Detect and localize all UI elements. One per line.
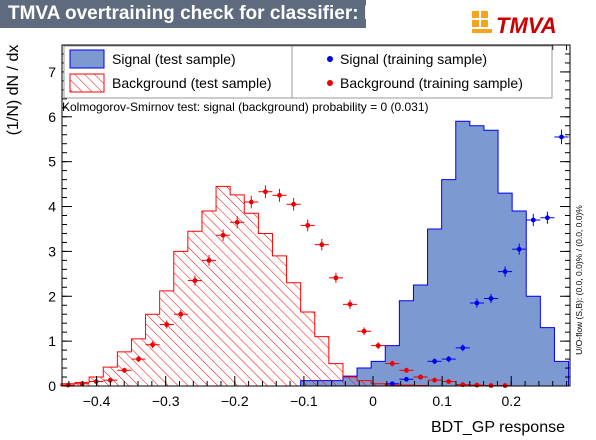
x-axis-label: BDT_GP response (431, 419, 565, 436)
plot-title: TMVA overtraining check for classifier: … (0, 0, 441, 28)
background-training-point (319, 242, 325, 248)
y-tick-label: 4 (48, 199, 56, 215)
x-tick-label: −0.4 (83, 393, 111, 409)
logo-square-2 (481, 11, 488, 18)
legend-signal-train-marker (327, 56, 333, 62)
signal-training-point (474, 300, 480, 306)
signal-training-point (460, 345, 466, 351)
x-tick-label: 0.1 (432, 393, 452, 409)
signal-training-point (530, 217, 536, 223)
x-tick-label: −0.1 (290, 393, 318, 409)
y-tick-label: 3 (48, 243, 56, 259)
background-training-point (277, 192, 282, 198)
background-training-point (432, 377, 438, 383)
x-tick-label: 0.2 (502, 393, 522, 409)
legend-signal-test-swatch (69, 49, 105, 69)
background-training-point (234, 219, 240, 225)
overflow-note: U/O-flow (S,B): (0.0, 0.0)% / (0.0, 0.0)… (574, 205, 584, 355)
background-training-point (404, 367, 409, 373)
y-axis-label: (1/N) dN / dx (5, 45, 22, 136)
signal-training-point (544, 215, 550, 221)
ks-test-annotation: Kolmogorov-Smirnov test: signal (backgro… (62, 100, 429, 114)
legend-signal-train-label: Signal (training sample) (340, 51, 487, 67)
signal-training-point (488, 296, 494, 301)
x-tick-label: −0.2 (221, 393, 249, 409)
background-training-point (136, 356, 141, 362)
signal-training-point (404, 376, 409, 382)
background-training-point (220, 232, 226, 238)
background-training-point (375, 343, 381, 349)
logo-square-3 (472, 20, 479, 27)
logo-square-4 (481, 20, 488, 27)
logo-square-1 (472, 11, 479, 18)
background-training-point (389, 361, 395, 366)
y-tick-label: 6 (48, 109, 56, 125)
signal-training-point (516, 246, 522, 252)
x-tick-label: −0.3 (152, 393, 180, 409)
signal-training-point (559, 134, 564, 140)
logo-bar (472, 29, 492, 33)
x-tick-label: 0 (369, 393, 377, 409)
legend-left: Signal (test sample) Background (test sa… (63, 45, 293, 99)
background-training-point (65, 382, 71, 388)
background-training-point (361, 328, 367, 334)
background-training-point (79, 381, 85, 387)
signal-training-point (389, 381, 395, 387)
background-training-point (333, 275, 339, 281)
y-tick-label: 2 (48, 288, 56, 304)
signal-training-point (446, 356, 452, 362)
y-tick-label: 7 (48, 64, 56, 80)
legend-background-train-marker (327, 80, 333, 86)
y-tick-label: 5 (48, 154, 56, 170)
background-training-point (418, 374, 423, 380)
background-training-point (474, 382, 480, 388)
background-training-point (150, 342, 156, 348)
background-training-points (60, 185, 513, 388)
signal-training-point (432, 358, 438, 364)
background-training-point (263, 189, 268, 195)
background-training-point (248, 199, 254, 205)
legend-right: Signal (training sample) Background (tra… (291, 45, 553, 99)
logo-text: TMVA (496, 13, 557, 38)
background-training-point (347, 301, 353, 307)
y-tick-label: 1 (48, 333, 56, 349)
background-training-point (107, 377, 113, 383)
legend-background-test-swatch (69, 73, 105, 93)
signal-training-point (502, 269, 508, 274)
background-training-point (192, 278, 198, 283)
y-tick-label: 0 (48, 378, 56, 394)
legend-background-test-label: Background (test sample) (112, 75, 272, 91)
background-training-point (291, 201, 297, 207)
background-training-point (164, 322, 170, 327)
background-training-point (446, 379, 452, 384)
background-training-point (305, 222, 311, 228)
background-training-point (122, 367, 127, 373)
legend-signal-test-label: Signal (test sample) (112, 51, 236, 67)
background-training-point (206, 257, 212, 263)
tmva-logo: TMVA (472, 11, 557, 38)
background-training-point (178, 311, 184, 317)
legend-right-box (291, 45, 553, 99)
legend-background-train-label: Background (training sample) (340, 75, 523, 91)
